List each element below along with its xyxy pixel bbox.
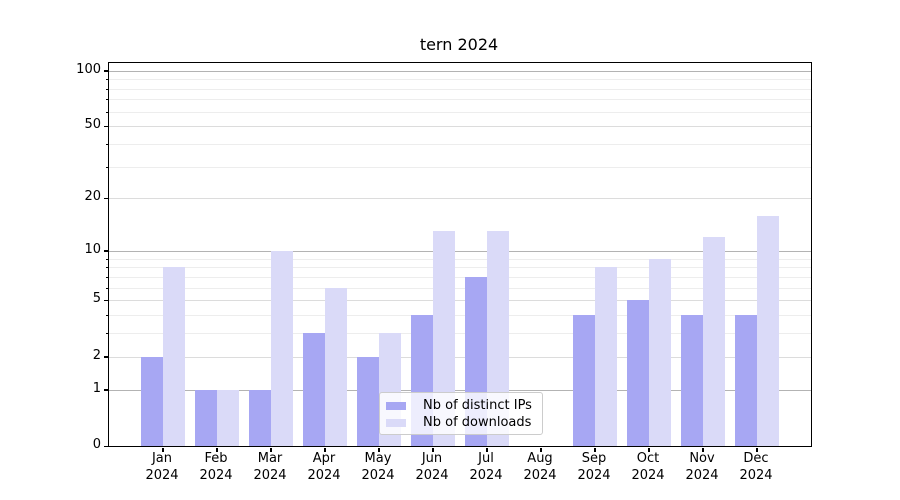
y-tick-minor <box>105 88 108 90</box>
y-tick-minor <box>105 99 108 101</box>
x-tick-label: Mar 2024 <box>253 451 287 483</box>
y-tick <box>103 299 108 302</box>
x-tick <box>540 447 542 452</box>
y-tick <box>103 445 108 447</box>
gridline-minor <box>109 315 811 317</box>
y-tick-label: 10 <box>84 241 101 257</box>
y-tick <box>103 356 108 358</box>
x-tick-label: May 2024 <box>361 451 395 483</box>
gridline-minor <box>109 111 811 113</box>
x-tick-label: Apr 2024 <box>307 451 341 483</box>
bar-ips-jan <box>141 356 163 446</box>
y-tick-label: 2 <box>92 347 101 363</box>
y-tick-minor <box>105 79 108 81</box>
bar-ips-dec <box>735 315 757 446</box>
y-tick <box>103 389 108 391</box>
bar-ips-oct <box>627 300 649 446</box>
gridline-minor <box>109 333 811 335</box>
y-tick-minor <box>105 287 108 289</box>
gridline-minor <box>109 88 811 90</box>
x-tick-label: Jun 2024 <box>415 451 449 483</box>
plot-area <box>103 62 812 452</box>
gridline-minor <box>109 79 811 81</box>
gridline-mid <box>109 356 811 358</box>
bar-downloads-sep <box>595 267 617 446</box>
legend-row-ips: Nb of distinct IPs <box>386 397 535 414</box>
y-tick-minor <box>105 333 108 335</box>
gridline-mid <box>109 198 811 200</box>
bar-downloads-mar <box>271 251 293 446</box>
x-tick <box>702 447 704 452</box>
y-tick-minor <box>105 276 108 278</box>
y-tick-label: 20 <box>84 189 101 205</box>
y-tick-label: 1 <box>92 380 101 396</box>
y-tick <box>103 70 108 72</box>
gridline-minor <box>109 143 811 145</box>
x-tick-label: Nov 2024 <box>685 451 719 483</box>
x-tick <box>432 447 434 452</box>
legend-label-downloads: Nb of downloads <box>423 415 532 430</box>
gridline-minor <box>109 258 811 260</box>
y-tick-minor <box>105 111 108 113</box>
y-tick-minor <box>105 258 108 260</box>
y-tick-minor <box>105 315 108 317</box>
bar-downloads-feb <box>217 389 239 446</box>
bar-ips-sep <box>573 315 595 446</box>
gridline-major <box>109 70 811 72</box>
bar-ips-apr <box>303 333 325 446</box>
y-tick-label: 100 <box>76 61 101 77</box>
legend-swatch-ips-icon <box>386 401 406 410</box>
y-tick-label: 0 <box>92 437 101 452</box>
x-tick-label: Feb 2024 <box>199 451 233 483</box>
bar-downloads-oct <box>649 258 671 446</box>
gridline-minor <box>109 166 811 168</box>
gridline-mid <box>109 126 811 128</box>
gridline-minor <box>109 99 811 101</box>
y-tick <box>103 197 108 200</box>
x-tick <box>648 447 650 452</box>
x-tick <box>486 447 488 452</box>
y-tick <box>103 250 108 252</box>
bar-downloads-dec <box>757 215 779 446</box>
x-tick <box>216 447 218 452</box>
gridline-major <box>109 389 811 391</box>
bar-ips-mar <box>249 389 271 446</box>
gridline-minor <box>109 267 811 269</box>
bar-ips-may <box>357 356 379 446</box>
gridline-minor <box>109 276 811 278</box>
gridline-major <box>109 250 811 252</box>
x-tick <box>162 447 164 452</box>
x-tick-label: Dec 2024 <box>739 451 773 483</box>
bar-ips-nov <box>681 315 703 446</box>
y-tick-minor <box>105 166 108 168</box>
x-tick-label: Jan 2024 <box>145 451 179 483</box>
gridline-minor <box>109 287 811 289</box>
y-tick-label: 5 <box>92 291 101 307</box>
x-tick-label: Sep 2024 <box>577 451 611 483</box>
bar-ips-feb <box>195 389 217 446</box>
y-tick-minor <box>105 267 108 269</box>
legend-row-downloads: Nb of downloads <box>386 414 535 431</box>
bar-downloads-nov <box>703 237 725 446</box>
x-tick-label: Aug 2024 <box>523 451 557 483</box>
legend-label-ips: Nb of distinct IPs <box>423 398 532 413</box>
gridline-mid <box>109 300 811 302</box>
bar-downloads-apr <box>325 287 347 446</box>
y-tick-minor <box>105 143 108 145</box>
x-tick-label: Jul 2024 <box>469 451 503 483</box>
x-tick-label: Oct 2024 <box>631 451 665 483</box>
x-tick <box>378 447 380 452</box>
chart-title: tern 2024 <box>419 35 499 54</box>
legend-swatch-downloads-icon <box>386 418 406 427</box>
x-tick <box>270 447 272 452</box>
y-tick-label: 50 <box>84 117 101 133</box>
bar-downloads-jan <box>163 267 185 446</box>
legend: Nb of distinct IPs Nb of downloads <box>379 392 543 435</box>
x-tick <box>324 447 326 452</box>
y-tick <box>103 125 108 128</box>
x-tick <box>594 447 596 452</box>
x-tick <box>756 447 758 452</box>
